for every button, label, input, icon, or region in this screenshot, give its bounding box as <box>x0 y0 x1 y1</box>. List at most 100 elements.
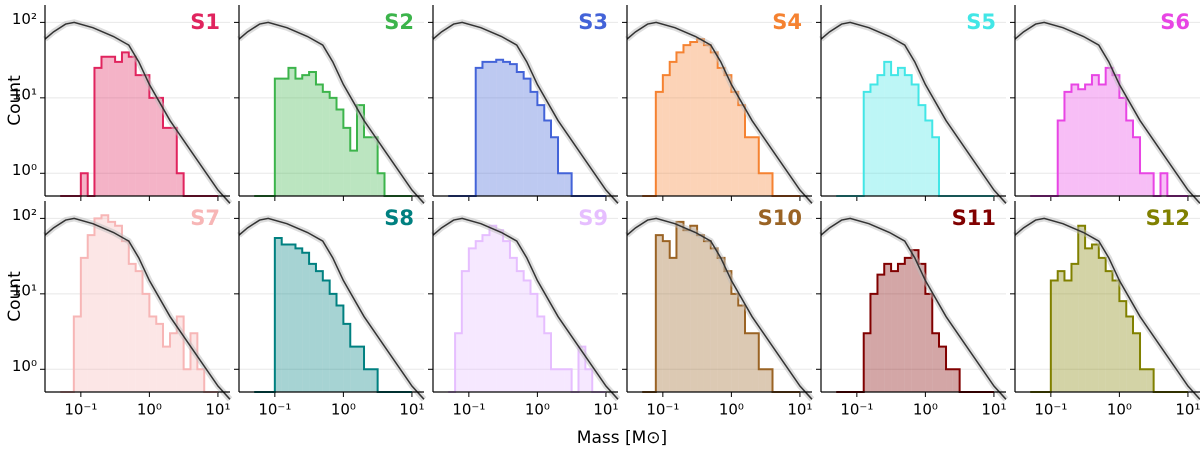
histogram-bar <box>350 150 358 196</box>
histogram-bar <box>1091 244 1099 392</box>
histogram-bar <box>1126 316 1134 392</box>
y-axis-label: Count <box>5 271 25 322</box>
x-tick-label: 10⁰ <box>719 401 744 419</box>
histogram-bar <box>690 41 698 196</box>
reference-line <box>44 21 231 204</box>
panel: 10⁰ 10¹ 10² 10⁻¹ 10⁰ 10¹ S7 <box>12 201 233 419</box>
histogram-bar <box>357 346 365 392</box>
panel-title: S5 <box>966 10 996 34</box>
x-tick-label: 10⁻¹ <box>258 401 291 419</box>
panel-title: S9 <box>578 206 608 230</box>
x-tick-label: 10⁻¹ <box>840 401 873 419</box>
y-tick-label: 10¹ <box>12 281 37 299</box>
histogram-bar <box>1146 369 1154 392</box>
reference-line <box>820 217 1007 400</box>
reference-line <box>820 21 1007 204</box>
panel-title: S11 <box>952 206 996 230</box>
histogram-bar <box>370 137 378 196</box>
histogram-bar <box>128 56 136 196</box>
histogram-outline <box>254 66 412 197</box>
histogram-bar <box>904 257 912 392</box>
histogram-bar <box>1105 67 1113 196</box>
histogram-bar <box>1160 173 1168 196</box>
histogram-bar <box>932 137 940 196</box>
histogram-bar <box>163 127 171 196</box>
histogram-bar <box>288 67 296 196</box>
histogram-bar <box>731 91 739 196</box>
histogram-bar <box>183 369 191 392</box>
histogram-bar <box>523 280 531 392</box>
histogram-bar <box>288 244 296 392</box>
histogram-bar <box>482 61 490 196</box>
histogram-bar <box>87 235 95 392</box>
reference-line <box>238 217 425 400</box>
histogram-bar <box>662 241 670 392</box>
histogram-bar <box>364 137 371 196</box>
histogram-bar <box>475 67 483 196</box>
x-tick-label: 10⁰ <box>137 401 162 419</box>
histogram-bar <box>101 56 109 196</box>
histogram-bar <box>149 316 157 392</box>
histogram-bar <box>697 235 704 392</box>
histogram-bar <box>676 52 684 196</box>
histogram-bar <box>170 333 177 392</box>
histogram-bar <box>1146 173 1154 196</box>
histogram-bar <box>377 173 385 196</box>
histogram-outline <box>60 214 218 393</box>
panel: S4 <box>622 5 815 206</box>
histogram-bar <box>336 305 344 392</box>
histogram-bar <box>676 221 684 392</box>
histogram-bar <box>73 316 81 392</box>
histogram-bar <box>884 61 892 196</box>
histogram-bar <box>101 215 109 392</box>
histogram-bar <box>558 173 565 196</box>
histogram-bar <box>509 64 517 196</box>
x-tick-label: 10⁰ <box>525 401 550 419</box>
histogram-bar <box>863 333 871 392</box>
x-tick-label: 10¹ <box>1175 401 1200 419</box>
histogram-bar <box>544 333 552 392</box>
panel: S2 <box>234 5 427 206</box>
panel-title: S3 <box>578 10 608 34</box>
histogram-bar <box>496 230 504 392</box>
histogram-bar <box>281 78 289 196</box>
histogram-bar <box>765 369 773 392</box>
y-tick-label: 10¹ <box>12 85 37 103</box>
histogram-bar <box>489 225 497 392</box>
panel: 10⁻¹ 10⁰ 10¹ S9 <box>428 201 621 419</box>
panel-title: S10 <box>758 206 802 230</box>
y-tick-label: 10² <box>12 10 37 28</box>
histogram-bar <box>94 67 102 196</box>
histogram-bar <box>1057 120 1065 196</box>
histogram-bar <box>274 78 282 196</box>
histogram-bar <box>1098 84 1106 196</box>
histogram-bar <box>503 61 510 196</box>
histogram-bar <box>655 91 663 196</box>
x-tick-label: 10⁰ <box>331 401 356 419</box>
histogram-bar <box>918 105 926 196</box>
histogram-bar <box>343 127 351 196</box>
x-tick-label: 10¹ <box>787 401 812 419</box>
reference-line <box>432 217 619 400</box>
histogram-bar <box>558 369 565 392</box>
reference-line <box>626 217 813 400</box>
histogram-bar <box>149 97 157 196</box>
histogram-bar <box>925 120 933 196</box>
histogram-bar <box>322 280 330 392</box>
histogram-bar <box>516 72 524 196</box>
histogram-bar <box>274 237 282 392</box>
histogram-bar <box>1085 84 1092 196</box>
histogram-bar <box>121 52 129 196</box>
histogram-bar <box>1119 97 1127 196</box>
histogram-bar <box>197 369 205 392</box>
histogram-bar <box>482 235 490 392</box>
histogram-bar <box>738 305 746 392</box>
histogram-bar <box>662 75 670 196</box>
histogram-bar <box>1071 84 1079 196</box>
histogram-bar <box>877 75 885 196</box>
histogram-bar <box>1140 369 1147 392</box>
histogram-bar <box>724 271 732 392</box>
histogram-bar <box>509 257 517 392</box>
histogram-bar <box>455 333 462 392</box>
histogram-bar <box>190 333 198 392</box>
